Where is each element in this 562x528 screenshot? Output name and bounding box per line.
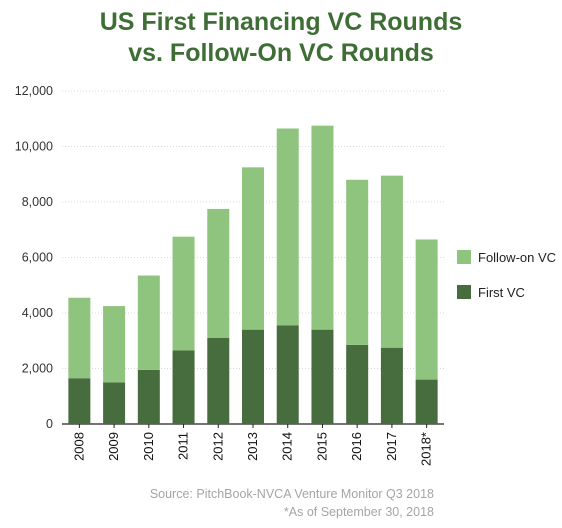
x-tick-label: 2014 — [280, 432, 295, 461]
y-tick-label: 4,000 — [22, 306, 53, 320]
bar-first-vc — [137, 369, 160, 424]
bar-follow-on-vc — [276, 128, 299, 326]
bar-follow-on-vc — [137, 275, 160, 370]
bar-follow-on-vc — [346, 179, 369, 345]
chart-title-line-1: US First Financing VC Rounds — [99, 8, 463, 36]
x-tick-label: 2015 — [314, 432, 329, 461]
bar-follow-on-vc — [68, 297, 91, 379]
date-note: *As of September 30, 2018 — [283, 505, 434, 519]
x-tick-label: 2016 — [349, 432, 364, 461]
bar-first-vc — [380, 347, 403, 424]
source-note: Source: PitchBook-NVCA Venture Monitor Q… — [149, 487, 434, 501]
bar-follow-on-vc — [415, 239, 438, 380]
bar-first-vc — [346, 344, 369, 424]
x-tick-label: 2012 — [210, 432, 225, 461]
bar-follow-on-vc — [311, 125, 334, 330]
bar-first-vc — [68, 378, 91, 424]
y-tick-label: 2,000 — [22, 362, 53, 376]
bar-first-vc — [415, 379, 438, 424]
bar-first-vc — [103, 382, 126, 424]
bar-follow-on-vc — [242, 167, 264, 330]
bar-follow-on-vc — [380, 175, 403, 348]
bar-first-vc — [276, 325, 299, 424]
bar-first-vc — [207, 337, 230, 424]
bar-follow-on-vc — [172, 236, 195, 351]
y-tick-label: 10,000 — [15, 140, 53, 154]
x-tick-label: 2013 — [245, 432, 260, 461]
bar-follow-on-vc — [103, 306, 126, 383]
x-tick-label: 2008 — [71, 432, 86, 461]
y-tick-label: 6,000 — [22, 251, 53, 265]
x-tick-label: 2009 — [106, 432, 121, 461]
y-tick-label: 12,000 — [15, 84, 53, 98]
x-tick-label: 2010 — [141, 432, 156, 461]
y-tick-label: 8,000 — [22, 195, 53, 209]
bar-first-vc — [242, 329, 264, 424]
bar-follow-on-vc — [207, 208, 230, 338]
bar-first-vc — [311, 329, 334, 424]
x-tick-label: 2018* — [419, 432, 434, 466]
x-tick-label: 2011 — [176, 432, 191, 460]
x-tick-label: 2017 — [384, 432, 399, 461]
legend-label: Follow-on VC — [478, 250, 556, 265]
bar-first-vc — [172, 350, 195, 424]
legend-swatch — [457, 250, 471, 264]
chart-title-line-2: vs. Follow-On VC Rounds — [128, 39, 434, 67]
y-tick-label: 0 — [46, 417, 53, 431]
legend-label: First VC — [478, 285, 525, 300]
legend-swatch — [457, 285, 471, 299]
